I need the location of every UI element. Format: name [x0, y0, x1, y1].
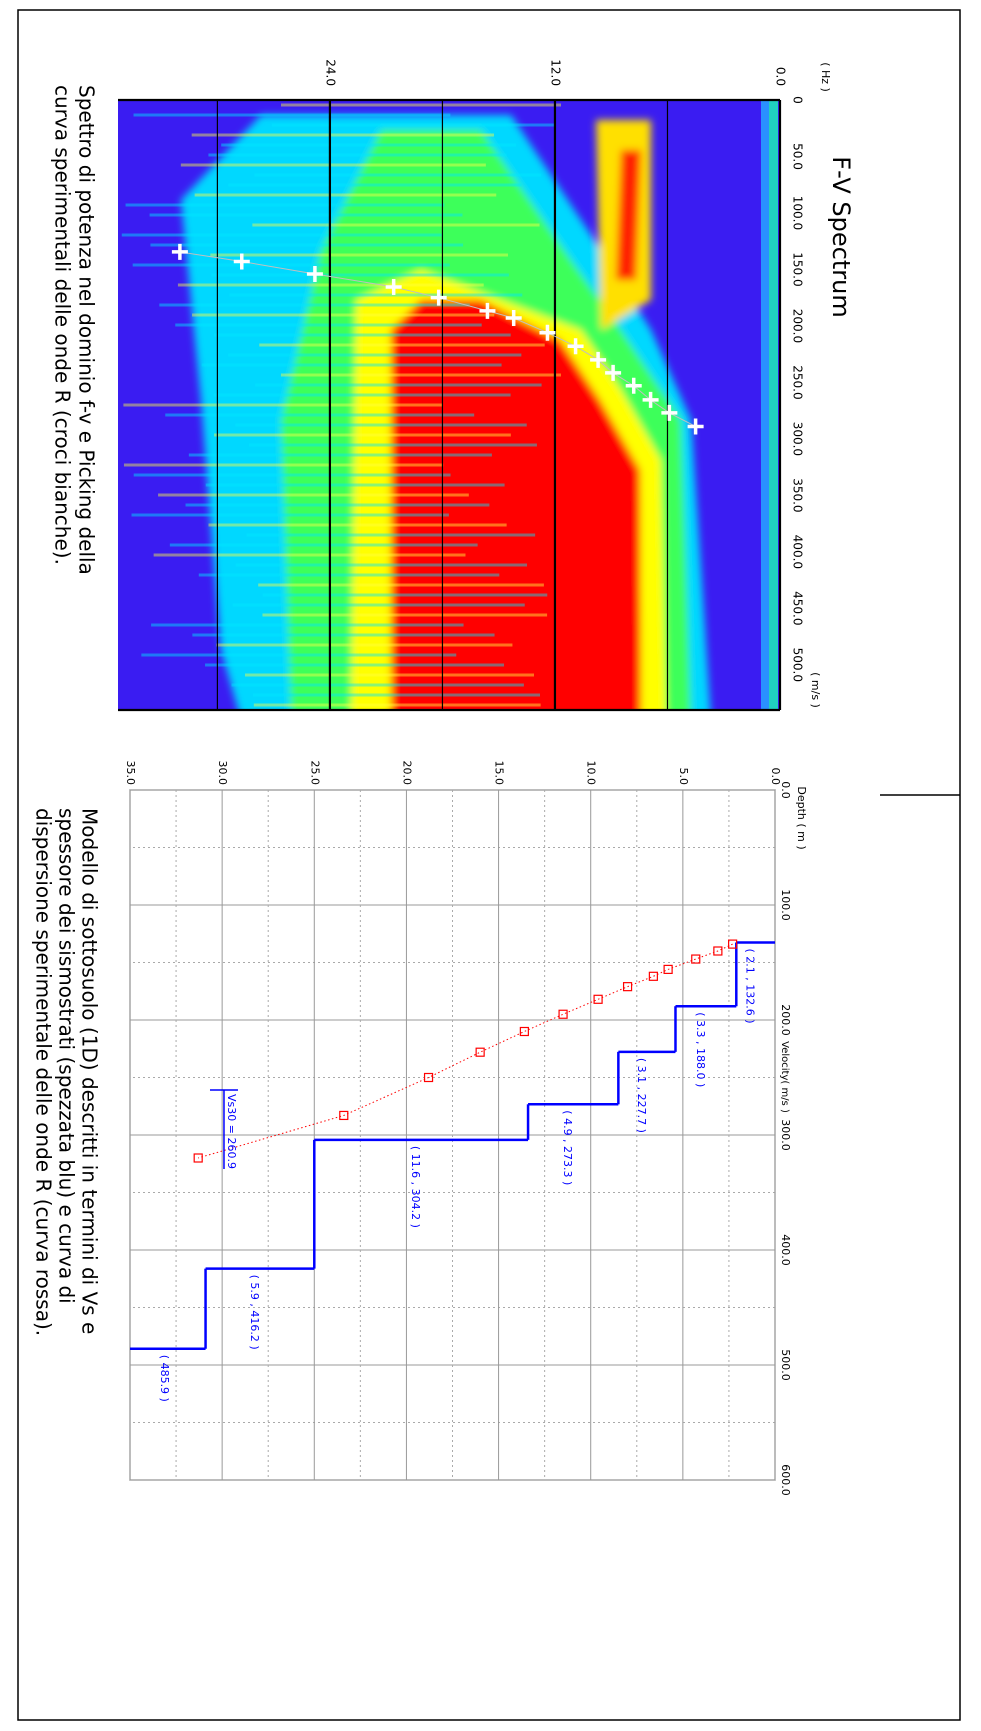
y-tick-label: 25.0 [308, 761, 321, 786]
y-tick-label: 30.0 [216, 761, 229, 786]
x-tick-label: 450.0 [791, 591, 805, 625]
pick-cross [605, 364, 622, 381]
layer-label: ( 5.9 , 416.2 ) [248, 1275, 261, 1350]
dispersion-point [593, 994, 603, 1004]
layer-label: ( 3.3 , 188.0 ) [694, 1012, 707, 1087]
pick-cross [505, 310, 522, 327]
dispersion-point [475, 1047, 485, 1057]
x-tick-label: 400.0 [779, 1234, 792, 1266]
dispersion-point [622, 982, 633, 992]
caption-line: Modello di sottosuolo (1D) descritti in … [78, 808, 102, 1334]
y-tick-label: 10.0 [585, 761, 598, 786]
x-tick-label: 0 [791, 96, 805, 104]
y-tick-label: 15.0 [493, 761, 506, 786]
caption-line: spessore dei sismostrati (spezzata blu) … [55, 808, 79, 1304]
pick-cross [233, 253, 250, 270]
dispersion-point [339, 1110, 349, 1121]
low-frequency-band [769, 100, 778, 710]
dispersion-curve [198, 943, 733, 1159]
x-tick-label: 50.0 [791, 143, 805, 170]
x-tick-label: 300.0 [779, 1119, 792, 1151]
pick-cross [539, 324, 556, 341]
x-tick-label: 350.0 [791, 478, 805, 512]
y-tick-label: 20.0 [400, 761, 413, 786]
caption-line: dispersione sperimentale delle onde R (c… [32, 808, 56, 1336]
y-tick-label: 24.0 [323, 59, 337, 86]
pick-cross [430, 289, 447, 306]
x-tick-label: 400.0 [791, 535, 805, 569]
y-tick-label: 0.0 [774, 67, 788, 86]
dispersion-point [423, 1072, 434, 1083]
layer-label: ( 4.9 , 273.3 ) [561, 1110, 574, 1185]
pick-cross [642, 391, 659, 408]
pick-cross [479, 302, 496, 319]
energy-red [391, 300, 641, 710]
layer-label: ( 11.6 , 304.2 ) [409, 1146, 422, 1228]
energy-red [616, 150, 641, 280]
y-tick-label: 5.0 [677, 768, 690, 786]
page-frame [17, 9, 961, 1721]
y-tick-label: 35.0 [124, 761, 137, 786]
layer-label: ( 485.9 ) [158, 1355, 171, 1402]
pick-cross [306, 265, 323, 282]
caption-line: curva sperimentali delle onde R (croci b… [51, 85, 75, 565]
x-tick-label: 600.0 [779, 1464, 792, 1496]
x-tick-label: 100.0 [779, 889, 792, 921]
pick-cross [171, 243, 188, 260]
dispersion-point [519, 1026, 529, 1037]
chart-title: F-V Spectrum [827, 156, 855, 317]
dispersion-point [691, 954, 701, 964]
x-tick-label: 300.0 [791, 422, 805, 456]
y-tick-label: 12.0 [548, 59, 562, 86]
y-axis-label: ( Hz ) [819, 62, 832, 92]
x-tick-label: 500.0 [779, 1349, 792, 1381]
dispersion-point [728, 939, 738, 949]
y-axis-label: Depth ( m ) [795, 786, 808, 849]
dispersion-point [193, 1153, 203, 1163]
vs30-label: Vs30 = 260.9 [225, 1094, 238, 1169]
dispersion-point [648, 971, 658, 981]
x-axis-label: ( m/s ) [809, 672, 822, 708]
x-tick-label: 500.0 [791, 648, 805, 682]
x-tick-label: 150.0 [791, 252, 805, 286]
caption-line: Spettro di potenza nel dominio f-v e Pic… [75, 85, 99, 575]
layer-label: ( 2.1 , 132.6 ) [744, 948, 757, 1023]
x-tick-label: 200.0 [791, 309, 805, 343]
x-tick-label: 200.0 [779, 1004, 792, 1036]
x-tick-label: 100.0 [791, 196, 805, 230]
x-axis-label: Velocity( m/s ) [779, 1041, 790, 1113]
dispersion-point [558, 1009, 568, 1019]
x-tick-label: 0.0 [779, 781, 792, 799]
low-frequency-band [761, 100, 769, 710]
layer-label: ( 3.1 , 227.7 ) [635, 1058, 648, 1133]
dispersion-point [663, 964, 673, 975]
pick-cross [661, 404, 678, 421]
pick-cross [567, 338, 584, 355]
pick-cross [590, 351, 607, 368]
pick-cross [687, 418, 704, 435]
pick-cross [385, 278, 402, 295]
dispersion-point [713, 946, 723, 956]
x-tick-label: 250.0 [791, 365, 805, 399]
y-tick-label: 0.0 [769, 768, 782, 786]
pick-cross [625, 377, 642, 394]
